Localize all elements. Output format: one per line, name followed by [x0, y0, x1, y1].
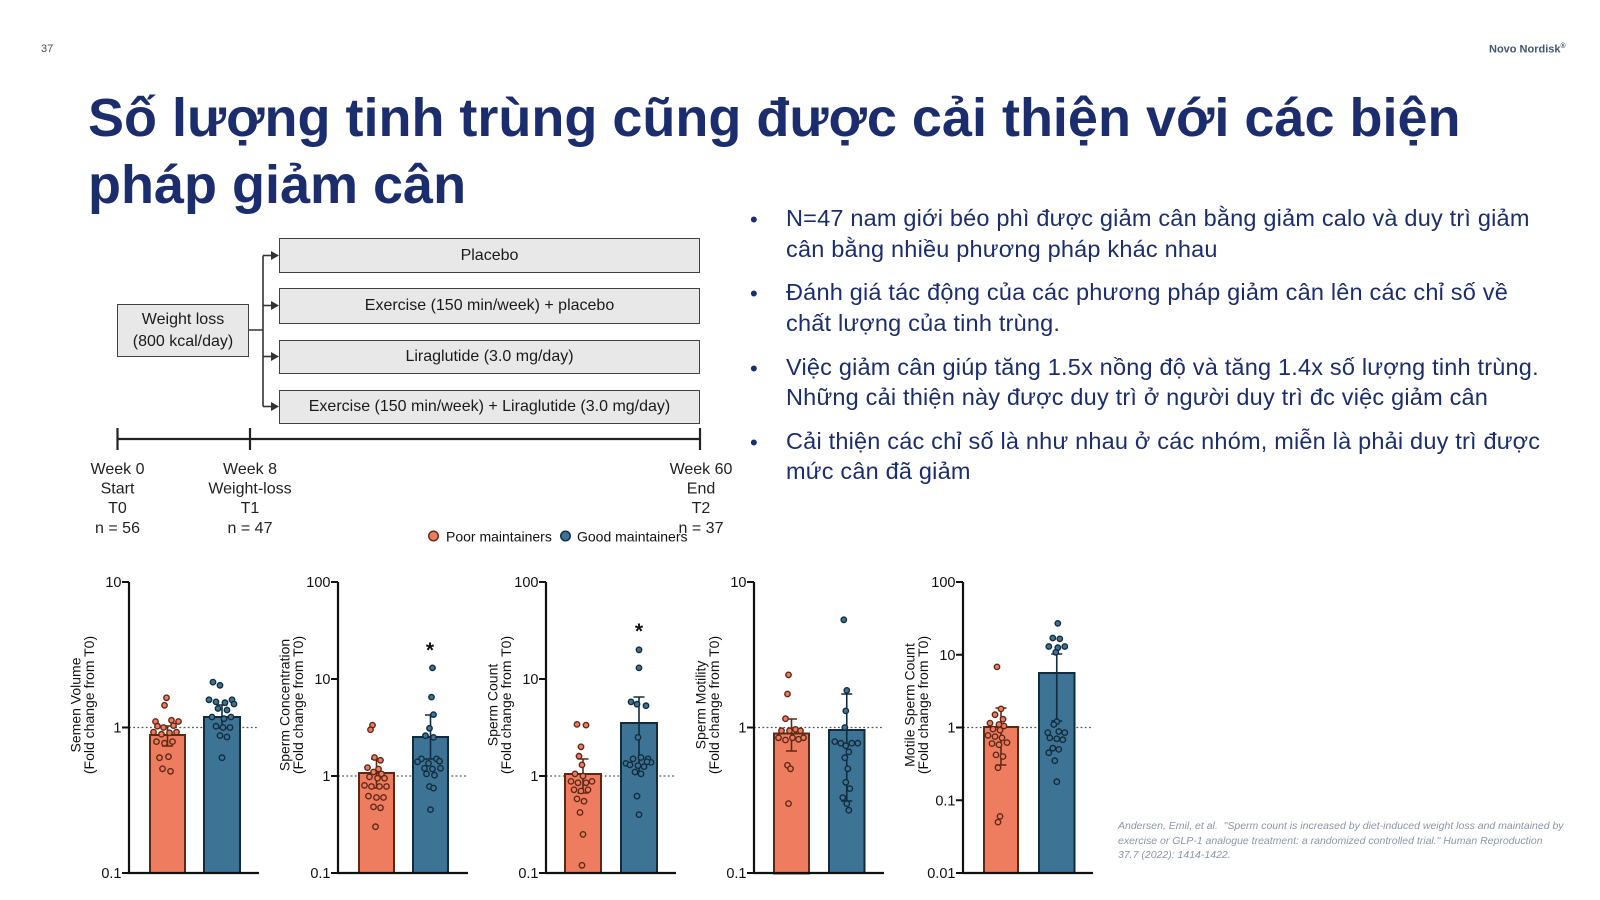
svg-text:10: 10: [939, 648, 955, 664]
svg-text:Sperm Concentration: Sperm Concentration: [277, 639, 293, 771]
svg-text:0.01: 0.01: [927, 866, 955, 882]
svg-text:0.1: 0.1: [935, 793, 955, 809]
svg-text:n = 47: n = 47: [228, 520, 273, 537]
svg-text:1: 1: [947, 721, 955, 737]
svg-text:0.1: 0.1: [518, 866, 538, 882]
svg-text:n = 37: n = 37: [679, 520, 724, 537]
svg-text:T0: T0: [108, 500, 127, 517]
svg-text:10: 10: [522, 672, 538, 688]
svg-text:n = 56: n = 56: [95, 520, 140, 537]
svg-text:10: 10: [105, 575, 121, 591]
svg-text:0.1: 0.1: [726, 866, 746, 882]
svg-text:100: 100: [931, 575, 955, 591]
svg-text:Week 60: Week 60: [670, 461, 733, 478]
svg-text:*: *: [426, 639, 435, 662]
svg-text:1: 1: [113, 721, 121, 737]
svg-text:(Fold change from T0): (Fold change from T0): [498, 636, 514, 774]
svg-text:100: 100: [306, 575, 330, 591]
svg-text:Week 0: Week 0: [91, 461, 145, 478]
svg-text:(Fold change from T0): (Fold change from T0): [706, 636, 722, 774]
svg-text:Poor maintainers: Poor maintainers: [446, 529, 552, 545]
svg-text:Sperm Count: Sperm Count: [485, 664, 501, 747]
svg-text:10: 10: [314, 672, 330, 688]
svg-text:Motile Sperm Count: Motile Sperm Count: [902, 643, 918, 767]
svg-text:Start: Start: [101, 481, 135, 498]
svg-text:Weight-loss: Weight-loss: [208, 481, 291, 498]
svg-text:1: 1: [530, 769, 538, 785]
svg-text:1: 1: [738, 721, 746, 737]
svg-text:Semen Volume: Semen Volume: [68, 657, 84, 752]
svg-text:100: 100: [514, 575, 538, 591]
svg-text:(Fold change from T0): (Fold change from T0): [915, 636, 931, 774]
svg-text:(Fold change from T0): (Fold change from T0): [290, 636, 306, 774]
svg-text:Sperm Motility: Sperm Motility: [693, 661, 709, 750]
svg-text:10: 10: [730, 575, 746, 591]
svg-text:End: End: [687, 481, 715, 498]
svg-text:*: *: [635, 620, 644, 643]
svg-text:T1: T1: [241, 500, 260, 517]
svg-text:Week 8: Week 8: [223, 461, 277, 478]
svg-text:(Fold change from T0): (Fold change from T0): [81, 636, 97, 774]
svg-text:0.1: 0.1: [310, 866, 330, 882]
svg-text:0.1: 0.1: [101, 866, 121, 882]
svg-text:1: 1: [322, 769, 330, 785]
svg-text:T2: T2: [692, 500, 711, 517]
svg-text:Good maintainers: Good maintainers: [577, 529, 688, 545]
